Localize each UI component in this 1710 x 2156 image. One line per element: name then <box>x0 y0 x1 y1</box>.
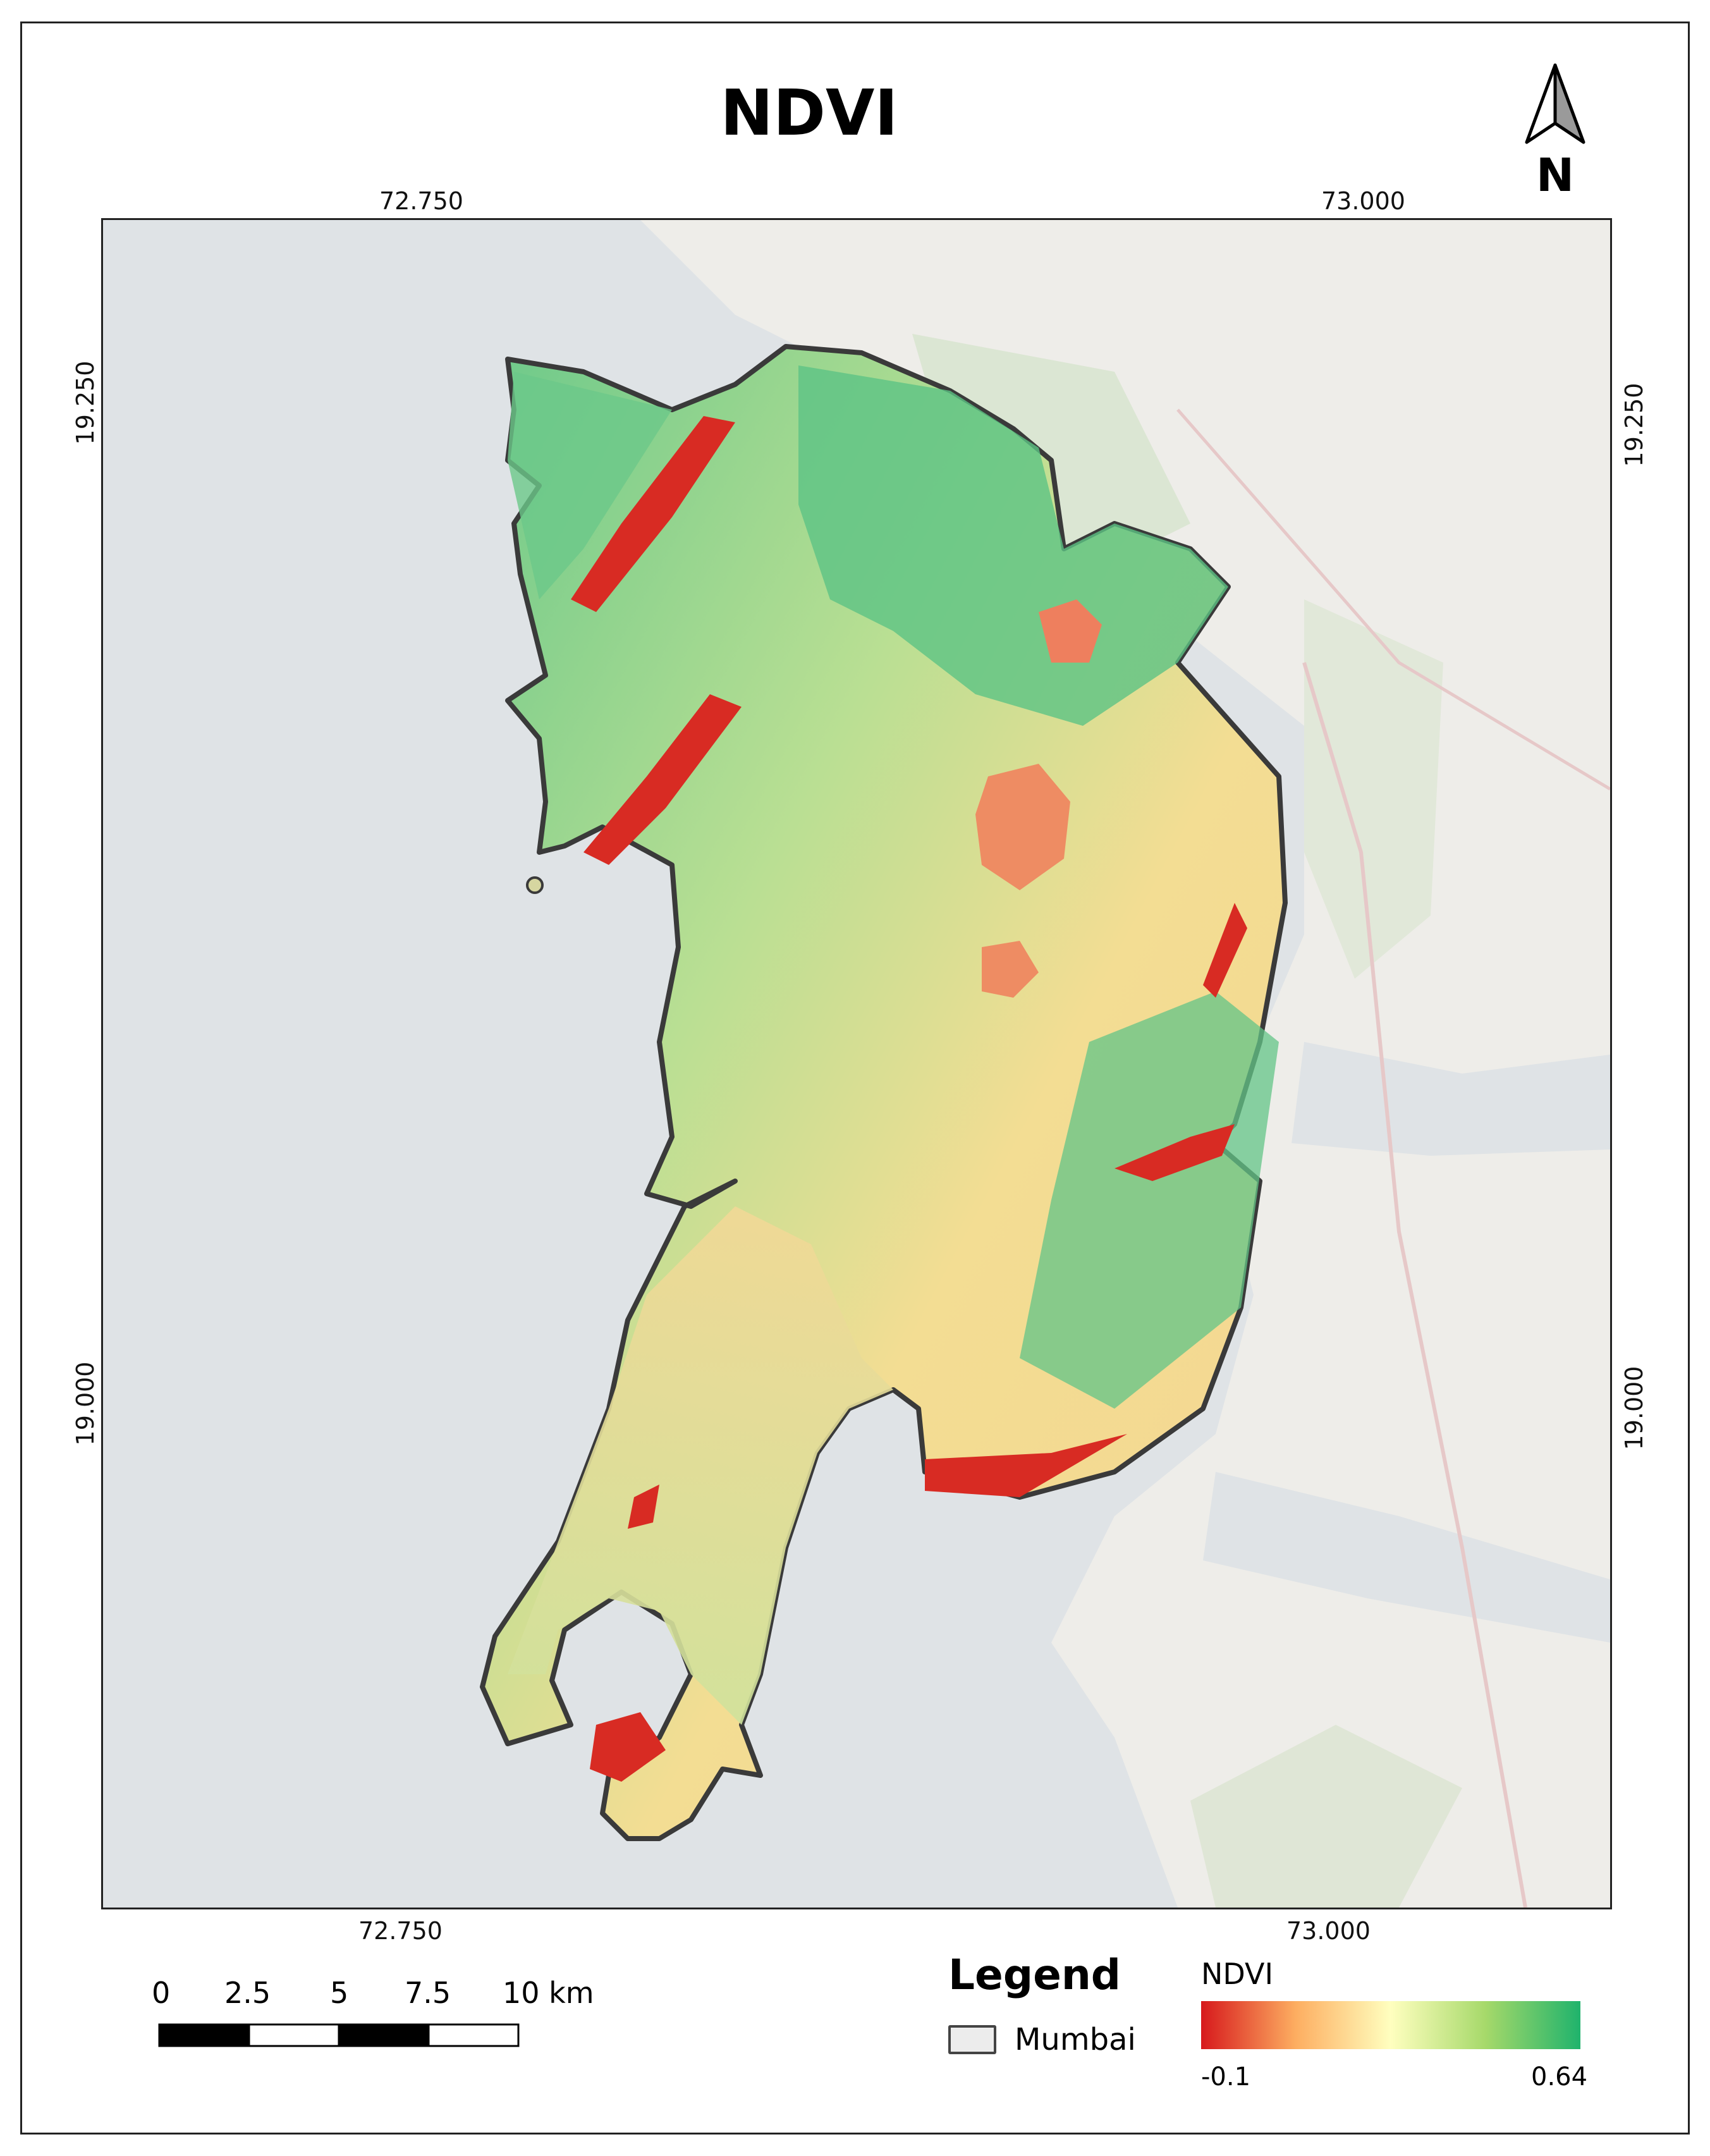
scale-label-2: 5 <box>330 1976 349 2010</box>
legend-color-ramp <box>1201 2001 1580 2049</box>
basemap-creek <box>1292 1042 1610 1156</box>
basemap-forest <box>1190 1725 1462 1908</box>
ndvi-lake <box>975 764 1070 890</box>
ndvi-creek <box>571 416 735 612</box>
scale-bar-segments <box>158 2023 520 2047</box>
ndvi-south-peninsula <box>508 1206 893 1725</box>
scale-bar-labels: 0 2.5 5 7.5 10 km <box>152 1976 664 2014</box>
ndvi-coastal-strip <box>1203 903 1247 998</box>
ndvi-forest-zone <box>798 365 1228 726</box>
ndvi-coastal-strip <box>590 1712 666 1782</box>
graticule-right-2: 19.000 <box>1620 1366 1648 1450</box>
layout-frame <box>20 21 1690 2135</box>
ndvi-creek <box>1115 1124 1235 1181</box>
ndvi-coastal-strip <box>628 1485 659 1529</box>
graticule-bottom-1: 72.750 <box>358 1917 443 1945</box>
north-arrow: N <box>1520 60 1590 205</box>
basemap-road <box>1176 408 1610 791</box>
graticule-bottom-2: 73.000 <box>1286 1917 1371 1945</box>
graticule-left-1: 19.250 <box>71 360 99 445</box>
ndvi-creek <box>583 694 742 865</box>
map-svg <box>480 220 1610 1908</box>
basemap-creek <box>1203 1472 1610 1643</box>
legend-swatch-mumbai <box>948 2025 996 2054</box>
north-label: N <box>1536 149 1575 202</box>
north-arrow-icon <box>1525 63 1585 144</box>
legend-title: Legend <box>948 1951 1121 1999</box>
small-island <box>526 876 544 894</box>
scale-label-0: 0 <box>152 1976 171 2010</box>
legend-ramp-max: 0.64 <box>1531 2062 1588 2092</box>
legend-label-mumbai: Mumbai <box>1015 2022 1136 2057</box>
map-title: NDVI <box>720 76 898 150</box>
ndvi-lake <box>1039 599 1102 663</box>
graticule-top-2: 73.000 <box>1321 187 1405 215</box>
legend-ramp-title: NDVI <box>1201 1957 1274 1991</box>
graticule-left-2: 19.000 <box>71 1361 99 1446</box>
basemap-forest <box>912 334 1190 574</box>
legend-ramp-min: -0.1 <box>1201 2062 1251 2092</box>
ndvi-forest-zone <box>1020 991 1279 1409</box>
ndvi-coastal-strip <box>925 1434 1127 1497</box>
graticule-right-1: 19.250 <box>1620 383 1648 467</box>
scale-label-3: 7.5 <box>405 1976 451 2010</box>
ndvi-lake <box>982 941 1039 998</box>
basemap-road <box>1302 662 1527 1908</box>
scale-label-4: 10 km <box>503 1976 594 2010</box>
ndvi-forest-zone <box>508 372 672 599</box>
graticule-top-1: 72.750 <box>379 187 463 215</box>
scale-label-1: 2.5 <box>224 1976 271 2010</box>
map-canvas[interactable] <box>101 218 1612 1909</box>
basemap-forest <box>1304 599 1443 979</box>
